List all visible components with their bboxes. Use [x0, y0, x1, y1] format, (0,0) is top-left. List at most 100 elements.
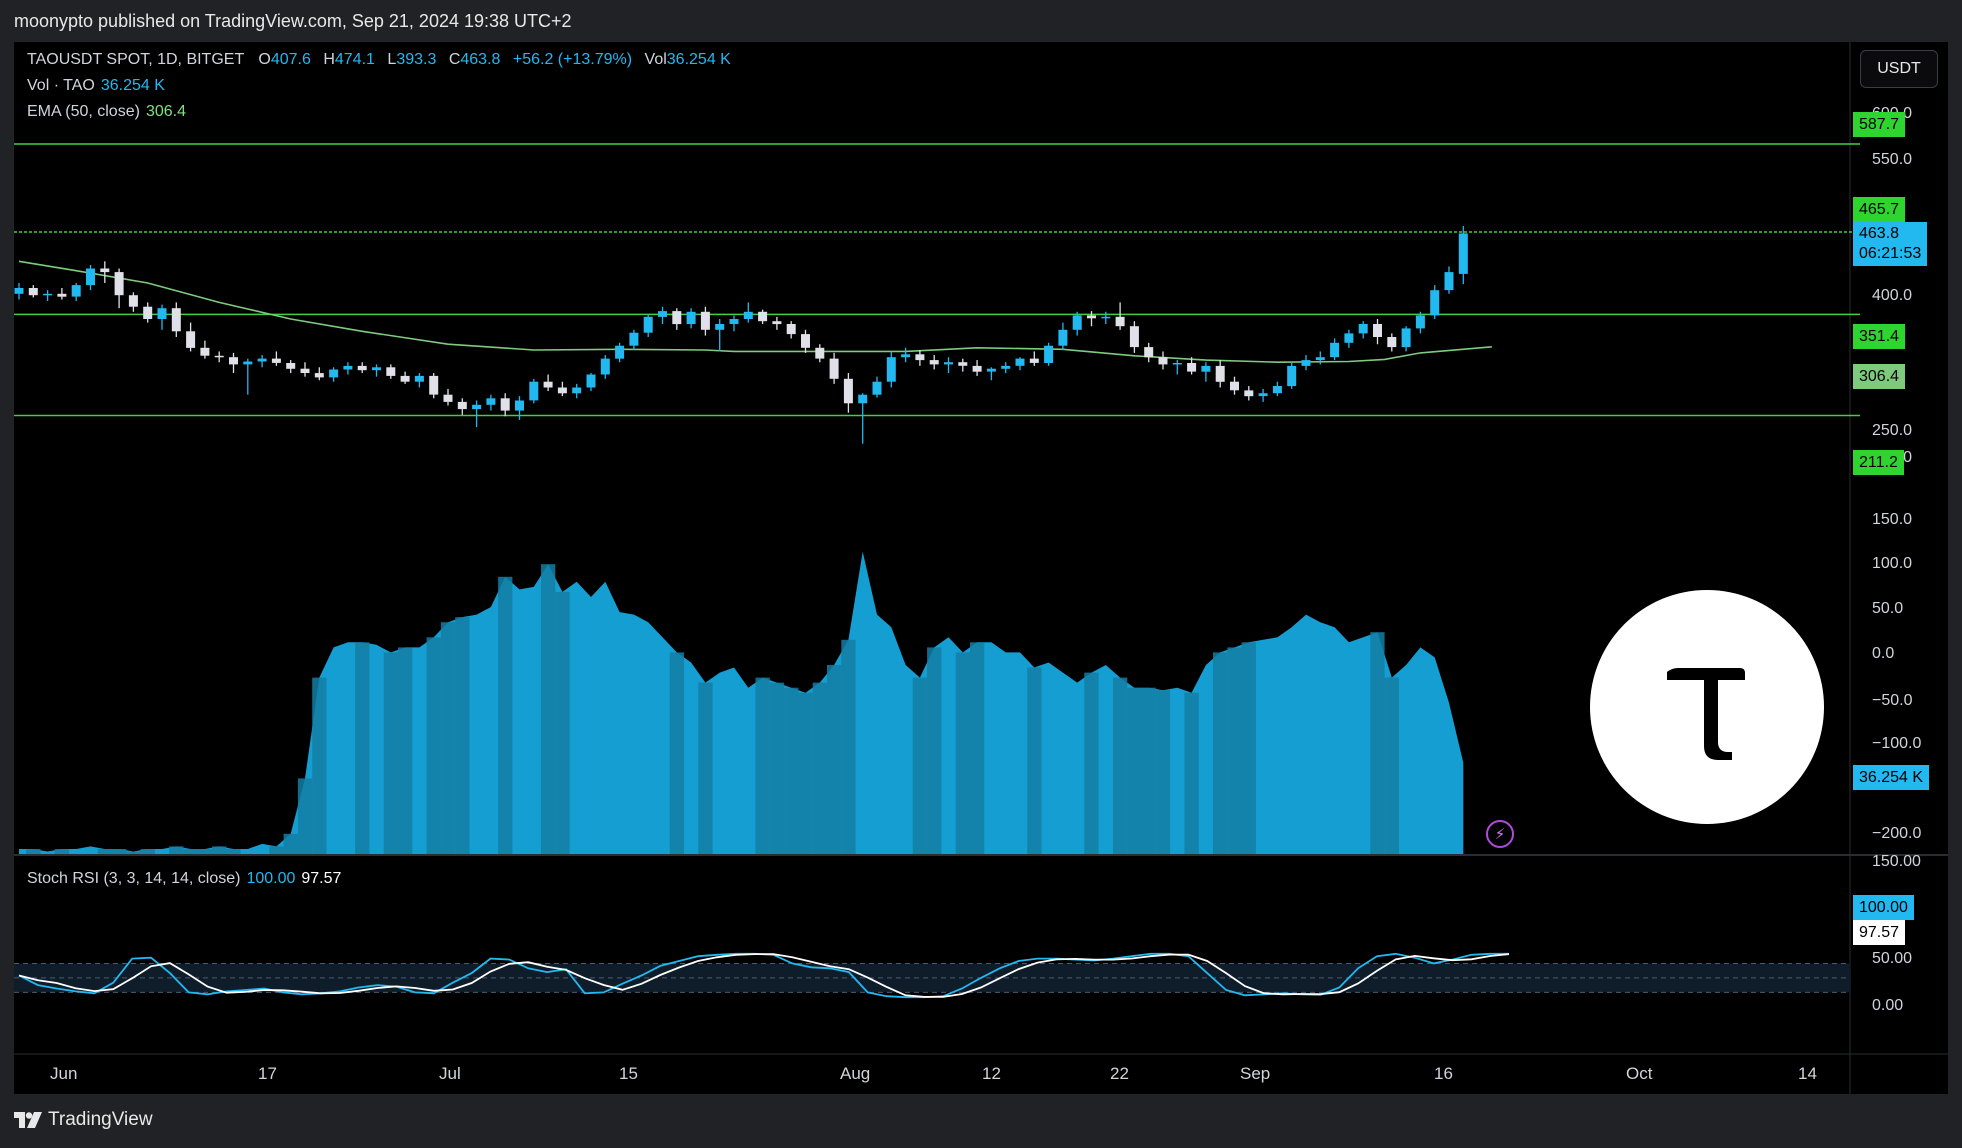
- ema-legend[interactable]: EMA (50, close) 306.4: [27, 103, 186, 121]
- candle-body: [1215, 365, 1225, 382]
- candle-body: [414, 375, 424, 382]
- candle-body: [200, 347, 210, 356]
- candle: [486, 394, 496, 411]
- price-axis-label: 150.0: [1872, 511, 1912, 528]
- volume-bar-down: [1370, 632, 1385, 854]
- candle-body: [700, 311, 710, 330]
- candle: [786, 321, 796, 339]
- level-465-tag[interactable]: 465.7: [1853, 197, 1906, 222]
- candle: [1215, 360, 1225, 388]
- symbol-name[interactable]: TAOUSDT SPOT, 1D, BITGET: [27, 51, 244, 68]
- candle: [100, 261, 110, 283]
- candle-body: [915, 354, 925, 361]
- high-label: H: [323, 51, 335, 68]
- candle: [815, 344, 825, 363]
- candle-body: [257, 358, 267, 362]
- candle: [500, 393, 510, 417]
- candle-body: [743, 311, 753, 319]
- candle: [414, 373, 424, 388]
- candle: [1058, 322, 1068, 350]
- candle: [157, 304, 167, 330]
- candle-body: [1101, 316, 1111, 319]
- time-axis-label: Oct: [1626, 1064, 1653, 1083]
- candle: [443, 388, 453, 406]
- volume-legend[interactable]: Vol · TAO 36.254 K: [27, 77, 165, 95]
- volume-bar-down: [927, 647, 942, 854]
- candle-body: [314, 373, 324, 378]
- candle-body: [114, 272, 124, 296]
- candle-body: [543, 381, 553, 388]
- candle: [200, 340, 210, 359]
- currency-button[interactable]: USDT: [1860, 50, 1938, 88]
- volume-bar-down: [1184, 692, 1199, 854]
- tao-logo: [1590, 590, 1824, 824]
- horizontal-levels[interactable]: [14, 143, 1860, 417]
- symbol-legend[interactable]: TAOUSDT SPOT, 1D, BITGET O407.6 H474.1 L…: [27, 51, 731, 69]
- chart-panel[interactable]: 600.0550.0400.0250.0200.0150.0100.050.00…: [14, 42, 1948, 1094]
- stoch-k-value: 100.00: [246, 870, 296, 887]
- last-price-value: 463.8: [1859, 225, 1900, 242]
- candle-body: [186, 331, 196, 348]
- candle: [872, 376, 882, 398]
- candle-body: [1230, 381, 1239, 391]
- candle: [886, 351, 896, 388]
- price-axis-label: −200.0: [1872, 825, 1921, 842]
- candle-body: [557, 387, 567, 394]
- candle: [529, 378, 539, 404]
- candle: [286, 360, 296, 374]
- stoch-legend[interactable]: Stoch RSI (3, 3, 14, 14, close) 100.00 97.…: [27, 870, 341, 888]
- candle: [557, 381, 567, 397]
- volume-bar-down: [355, 642, 370, 854]
- candle-body: [1444, 272, 1454, 291]
- level-587-tag[interactable]: 587.7: [1853, 112, 1906, 137]
- candle: [1315, 351, 1325, 365]
- stoch-label: Stoch RSI (3, 3, 14, 14, close): [27, 870, 241, 887]
- volume-bar-down: [698, 682, 713, 854]
- candle: [1115, 302, 1125, 330]
- publisher-header: moonypto published on TradingView.com, S…: [0, 0, 1962, 42]
- candle-body: [586, 374, 596, 388]
- volume-bar-down: [1127, 687, 1142, 854]
- candle-body: [786, 324, 796, 335]
- candle: [1044, 342, 1054, 366]
- flash-icon[interactable]: ⚡: [1486, 820, 1514, 848]
- candle: [1330, 338, 1340, 361]
- level-211-tag[interactable]: 211.2: [1853, 450, 1904, 475]
- volume-bar-down: [1384, 677, 1399, 854]
- last-price-tag[interactable]: 463.8 06:21:53: [1853, 222, 1928, 266]
- high-value: 474.1: [334, 51, 375, 68]
- candle: [572, 383, 582, 399]
- candle: [472, 400, 482, 428]
- candle-body: [1087, 315, 1096, 319]
- volume-bar-down: [183, 849, 198, 854]
- candle: [986, 367, 996, 381]
- candle-body: [386, 367, 396, 376]
- candle-body: [300, 368, 310, 373]
- candle-body: [429, 375, 439, 395]
- candle-body: [843, 378, 853, 404]
- candle-body: [286, 363, 296, 369]
- candle: [329, 367, 339, 382]
- volume-indicator-value: 36.254 K: [100, 77, 165, 94]
- candle-body: [271, 358, 281, 363]
- candle-body: [529, 381, 539, 401]
- ema-path: [18, 260, 1492, 364]
- volume-bar-down: [769, 682, 785, 854]
- time-axis-label: 12: [982, 1064, 1001, 1083]
- stoch-d-value: 97.57: [301, 870, 342, 887]
- candle-body: [1044, 345, 1054, 363]
- candle-body: [1387, 337, 1397, 348]
- candle-body: [457, 401, 467, 410]
- volume-bar-down: [169, 846, 184, 854]
- candle-body: [1330, 342, 1340, 358]
- candle-body: [128, 295, 138, 307]
- chart-canvas[interactable]: 600.0550.0400.0250.0200.0150.0100.050.00…: [14, 42, 1948, 1094]
- level-351-tag[interactable]: 351.4: [1853, 324, 1906, 349]
- ema-tag[interactable]: 306.4: [1853, 364, 1906, 389]
- candle-body: [758, 311, 768, 322]
- candle-body: [28, 288, 38, 296]
- candle-body: [14, 288, 24, 294]
- tradingview-logo[interactable]: TradingView: [14, 1109, 153, 1131]
- candle-body: [243, 361, 253, 365]
- open-label: O: [258, 51, 271, 68]
